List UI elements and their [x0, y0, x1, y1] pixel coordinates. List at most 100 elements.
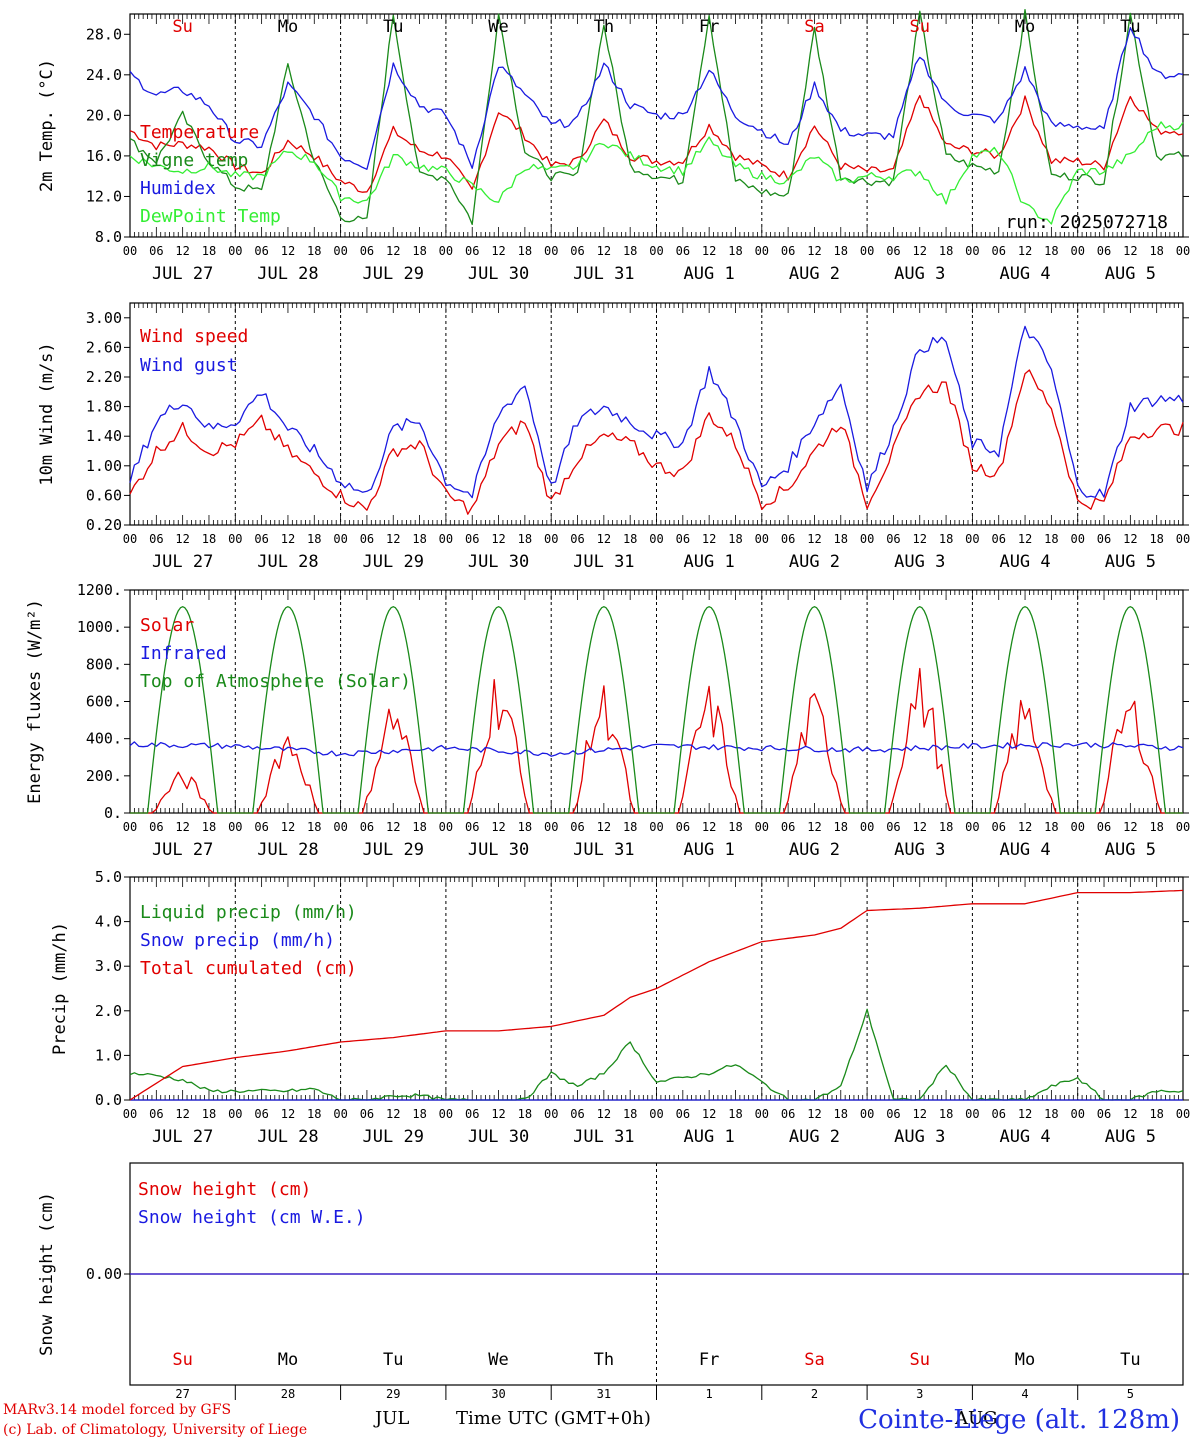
hour-tick-label: 18 [939, 1107, 953, 1121]
date-label: JUL 28 [257, 840, 318, 860]
y-tick-label: 1.80 [86, 398, 122, 416]
date-label: JUL 28 [257, 1127, 318, 1147]
hour-tick-label: 12 [281, 1107, 295, 1121]
y-tick-label: 0. [104, 804, 122, 822]
legend-entry: DewPoint Temp [140, 206, 281, 227]
date-label: JUL 27 [152, 552, 213, 572]
x-minor-ticks [129, 877, 1184, 1100]
date-label: JUL 28 [257, 552, 318, 572]
legend-entry: Wind gust [140, 355, 238, 376]
weekday-label: Tu [1120, 1350, 1140, 1370]
legend-entry: Snow height (cm W.E.) [138, 1207, 366, 1228]
date-label: AUG 4 [999, 1127, 1050, 1147]
y-tick-label: 0.0 [95, 1091, 122, 1109]
y-tick-label: 2.60 [86, 338, 122, 356]
hour-tick-label: 06 [465, 532, 479, 546]
legend-entry: Temperature [140, 122, 259, 143]
hour-tick-label: 18 [939, 820, 953, 834]
x-minor-ticks [129, 590, 1184, 813]
y-tick-label: 0.00 [86, 1265, 122, 1283]
weekday-label: Sa [804, 1350, 824, 1370]
hour-tick-label: 00 [123, 532, 137, 546]
panel-1: 00 06 12 18 JUL 27 00 06 12 18 JUL 28 00 06 12 18 JUL … [37, 8, 1190, 284]
hour-tick-label: 06 [676, 1107, 690, 1121]
weekday-label: Th [594, 1350, 614, 1370]
hour-tick-label: 00 [649, 532, 663, 546]
hour-tick-label: 06 [886, 532, 900, 546]
weekday-label: Th [594, 17, 614, 37]
y-tick-label: 1000. [77, 618, 122, 636]
date-label: AUG 5 [1105, 840, 1156, 860]
hour-tick-label: 18 [518, 532, 532, 546]
hour-tick-label: 00 [1070, 820, 1084, 834]
hour-tick-label: 12 [491, 244, 505, 258]
hour-tick-label: 00 [228, 1107, 242, 1121]
day-number-label: 4 [1021, 1387, 1028, 1401]
hour-tick-label: 12 [386, 820, 400, 834]
day-number-label: 30 [491, 1387, 505, 1401]
hour-tick-label: 18 [939, 532, 953, 546]
date-label: JUL 29 [363, 552, 424, 572]
hour-tick-label: 12 [1018, 820, 1032, 834]
weekday-label: Tu [383, 1350, 403, 1370]
date-label: JUL 27 [152, 1127, 213, 1147]
weekday-labels: Su Mo Tu We Th Fr Sa Su Mo Tu 27 28 29 30 31 1 2 3 4 5 [172, 1350, 1140, 1401]
panel-2: 00 06 12 18 JUL 27 00 06 12 18 JUL 28 00 06 12 18 JUL … [37, 302, 1190, 572]
hour-tick-label: 18 [623, 532, 637, 546]
y-axis: 0. 200. 400. 600. 800. 1000. 1200. Energy fluxe… [25, 581, 1189, 822]
hour-tick-label: 00 [755, 244, 769, 258]
hour-tick-label: 12 [281, 244, 295, 258]
hour-tick-label: 06 [781, 532, 795, 546]
hour-tick-label: 18 [202, 1107, 216, 1121]
hour-tick-label: 06 [254, 1107, 268, 1121]
hour-tick-label: 18 [518, 244, 532, 258]
day-number-label: 1 [706, 1387, 713, 1401]
panel-3: 00 06 12 18 JUL 27 00 06 12 18 JUL 28 00 06 12 18 JUL … [25, 581, 1190, 860]
y-axis: 8.0 12.0 16.0 20.0 24.0 28.0 2m Temp. (°C) [37, 25, 1189, 246]
date-label: AUG 2 [789, 1127, 840, 1147]
station-label: Cointe-Liege (alt. 128m) [858, 1405, 1180, 1435]
hour-tick-label: 12 [281, 820, 295, 834]
weekday-label: Tu [383, 17, 403, 37]
hour-tick-label: 18 [623, 1107, 637, 1121]
hour-tick-label: 06 [570, 532, 584, 546]
y-axis: 0.00 Snow height (cm) [37, 1192, 1189, 1356]
y-tick-label: 1.40 [86, 427, 122, 445]
hour-tick-label: 06 [149, 244, 163, 258]
series-group [129, 8, 1184, 226]
weekday-label: Sa [804, 17, 824, 37]
series-line-top-of-atmosphere-solar- [130, 606, 1183, 814]
hour-tick-label: 18 [1044, 244, 1058, 258]
y-tick-label: 200. [86, 767, 122, 785]
hour-tick-label: 18 [412, 244, 426, 258]
hour-tick-label: 12 [807, 1107, 821, 1121]
hour-tick-label: 00 [544, 1107, 558, 1121]
hour-tick-label: 06 [886, 820, 900, 834]
hour-tick-label: 18 [1149, 532, 1163, 546]
hour-tick-label: 12 [1018, 244, 1032, 258]
date-label: AUG 1 [684, 552, 735, 572]
hour-tick-label: 00 [649, 1107, 663, 1121]
hour-tick-label: 12 [281, 532, 295, 546]
hour-tick-label: 00 [123, 1107, 137, 1121]
x-axis-labels: 00 06 12 18 JUL 27 00 06 12 18 JUL 28 00 06 12 18 JUL … [123, 244, 1190, 284]
hour-tick-label: 00 [1176, 1107, 1190, 1121]
hour-tick-label: 18 [1149, 820, 1163, 834]
y-tick-label: 8.0 [95, 228, 122, 246]
date-label: JUL 29 [363, 1127, 424, 1147]
hour-tick-label: 18 [412, 820, 426, 834]
y-tick-label: 800. [86, 655, 122, 673]
hour-tick-label: 18 [834, 532, 848, 546]
date-label: JUL 30 [468, 552, 529, 572]
y-axis: 0.0 1.0 2.0 3.0 4.0 5.0 Precip (mm/h) [50, 868, 1189, 1109]
hour-tick-label: 18 [728, 244, 742, 258]
hour-tick-label: 06 [886, 244, 900, 258]
legend: Liquid precip (mm/h) Snow precip (mm/h) To… [140, 902, 357, 979]
date-label: AUG 5 [1105, 264, 1156, 284]
hour-tick-label: 06 [570, 244, 584, 258]
date-label: AUG 5 [1105, 1127, 1156, 1147]
weekday-label: Tu [1120, 17, 1140, 37]
date-label: AUG 3 [894, 552, 945, 572]
hour-tick-label: 06 [781, 820, 795, 834]
